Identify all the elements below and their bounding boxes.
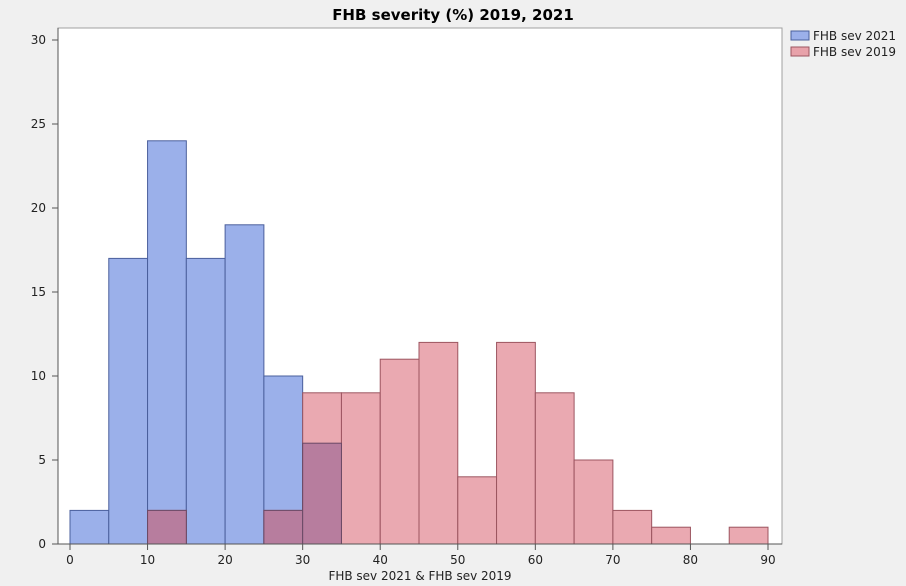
x-tick-label-40: 40	[373, 553, 388, 567]
legend-swatch-2019	[790, 46, 810, 57]
bar-fhb-sev-2019-bin-40	[379, 358, 420, 545]
bar-overlap-bin-10	[147, 509, 187, 545]
y-tick-label-0: 0	[38, 537, 46, 551]
bars-layer	[69, 140, 769, 545]
y-tick-label-10: 10	[31, 369, 46, 383]
bar-fhb-sev-2019-bin-65	[573, 459, 614, 545]
x-tick-label-70: 70	[605, 553, 620, 567]
bar-fhb-sev-2019-bin-35	[340, 392, 381, 545]
bar-fhb-sev-2019-bin-85	[728, 526, 769, 545]
y-tick-label-15: 15	[31, 285, 46, 299]
bar-fhb-sev-2021-bin-0	[69, 509, 110, 545]
legend-swatch-2021	[790, 30, 810, 41]
chart-title: FHB severity (%) 2019, 2021	[332, 6, 574, 24]
bar-overlap-bin-25	[263, 509, 304, 545]
y-tick-label-5: 5	[38, 453, 46, 467]
x-tick-label-80: 80	[683, 553, 698, 567]
y-tick-label-20: 20	[31, 201, 46, 215]
bar-fhb-sev-2019-bin-55	[496, 341, 536, 545]
x-tick-label-60: 60	[528, 553, 543, 567]
bar-fhb-sev-2019-bin-75	[651, 526, 691, 545]
x-axis-title: FHB sev 2021 & FHB sev 2019	[328, 569, 511, 583]
bar-fhb-sev-2021-bin-5	[108, 257, 149, 545]
bar-fhb-sev-2021-bin-20	[224, 224, 265, 545]
bar-fhb-sev-2019-bin-70	[612, 509, 653, 545]
x-tick-label-20: 20	[217, 553, 232, 567]
x-tick-label-30: 30	[295, 553, 310, 567]
bar-fhb-sev-2021-bin-15	[185, 257, 226, 545]
bar-fhb-sev-2021-bin-10	[147, 140, 187, 545]
y-tick-label-30: 30	[31, 33, 46, 47]
bar-overlap-bin-30	[302, 442, 342, 545]
axes-layer: 0 10 20 30 40 50 60 70 80 90 0 5 10 15 20 25 30	[31, 28, 782, 567]
legend: FHB sev 2021 FHB sev 2019	[790, 29, 896, 59]
bar-fhb-sev-2019-bin-45	[418, 341, 459, 545]
x-tick-label-0: 0	[66, 553, 74, 567]
x-tick-label-50: 50	[450, 553, 465, 567]
bar-fhb-sev-2019-bin-60	[534, 392, 575, 545]
x-tick-label-10: 10	[140, 553, 155, 567]
legend-label-2019: FHB sev 2019	[813, 45, 896, 59]
bar-fhb-sev-2019-bin-50	[457, 476, 498, 545]
x-tick-label-90: 90	[760, 553, 775, 567]
y-tick-label-25: 25	[31, 117, 46, 131]
legend-label-2021: FHB sev 2021	[813, 29, 896, 43]
